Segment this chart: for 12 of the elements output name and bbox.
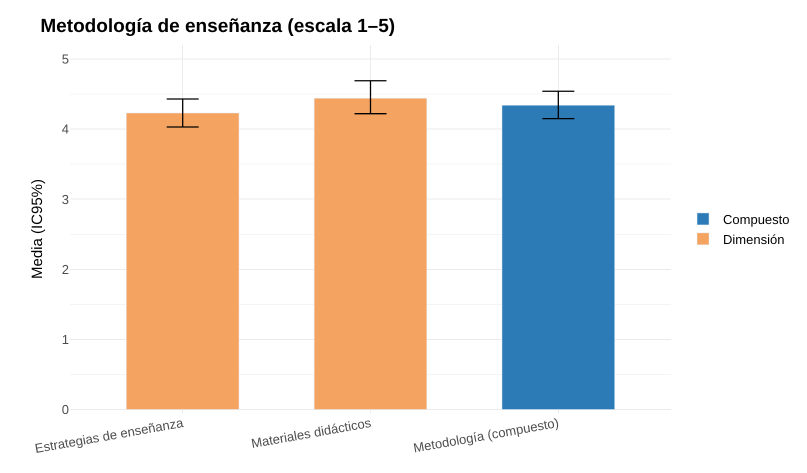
chart-title: Metodología de enseñanza (escala 1–5) <box>40 16 396 38</box>
x-tick-label: Estrategias de enseñanza <box>34 414 186 456</box>
y-tick-label: 0 <box>62 402 69 418</box>
legend-label: Dimensión <box>723 232 784 247</box>
y-axis-title: Media (IC95%) <box>29 178 46 280</box>
y-tick-label: 5 <box>62 52 69 67</box>
y-tick-label: 2 <box>62 262 69 277</box>
y-tick-label: 3 <box>62 192 69 207</box>
y-tick-label: 1 <box>62 332 69 347</box>
x-tick-label: Materiales didácticos <box>250 414 373 451</box>
y-tick-label: 4 <box>62 122 69 137</box>
legend-label: Compuesto <box>723 212 790 228</box>
